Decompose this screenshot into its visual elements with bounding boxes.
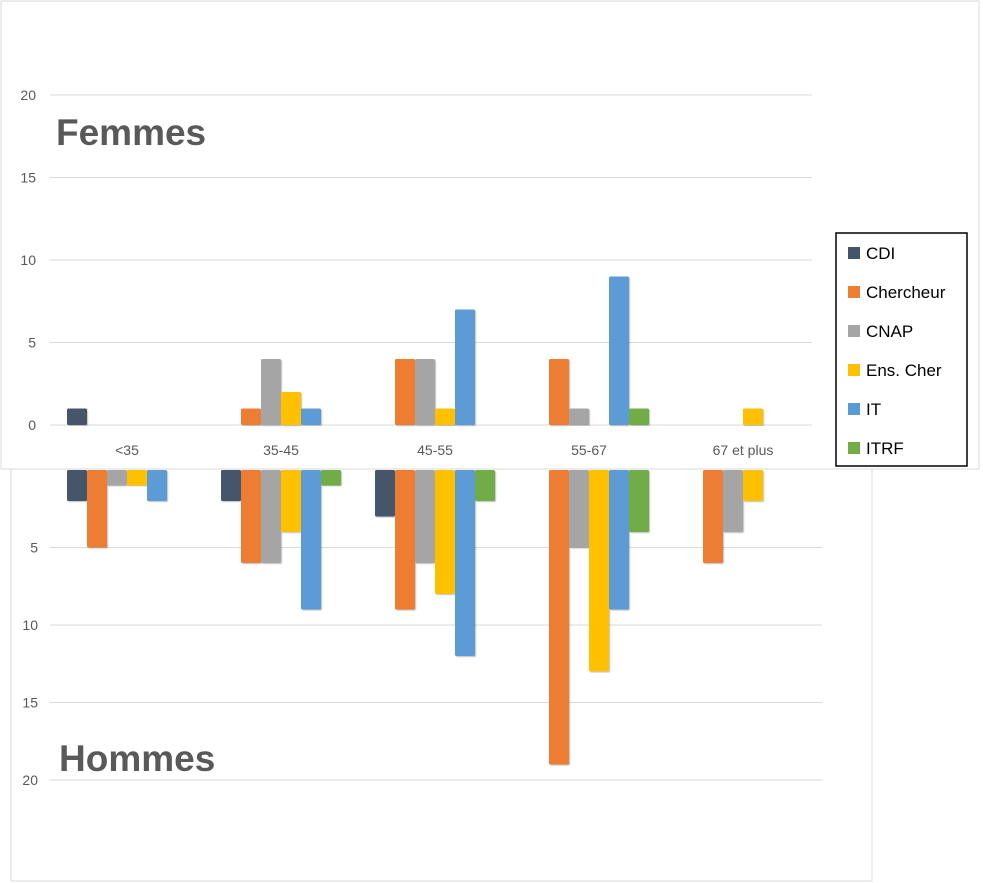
legend-label-cdi: CDI xyxy=(866,244,895,263)
femmes-chart-frame xyxy=(0,0,980,470)
femmes-bar-chercheur-55-67 xyxy=(549,359,569,425)
femmes-bar-ens-cher-35-45 xyxy=(281,392,301,425)
hommes-y-tick-label: 15 xyxy=(22,695,38,711)
hommes-bar-ens-cher-35-45 xyxy=(281,470,301,532)
femmes-bar-it-35-45 xyxy=(301,408,321,425)
hommes-bar-cdi-35 xyxy=(67,470,87,501)
femmes-bar-cnap-35-45 xyxy=(261,359,281,425)
hommes-bar-ens-cher-67-et-plus xyxy=(743,470,763,501)
category-label-35: <35 xyxy=(115,442,139,458)
category-label-45-55: 45-55 xyxy=(417,442,453,458)
hommes-bar-cnap-45-55 xyxy=(415,470,435,563)
hommes-bar-it-35-45 xyxy=(301,470,321,610)
hommes-bar-it-45-55 xyxy=(455,470,475,656)
femmes-bar-cnap-55-67 xyxy=(569,408,589,425)
femmes-bar-it-55-67 xyxy=(609,276,629,425)
femmes-bar-itrf-55-67 xyxy=(629,408,649,425)
femmes-y-axis: 0 5 10 15 20 xyxy=(20,87,36,433)
hommes-y-axis: 5 10 15 20 xyxy=(22,540,38,789)
hommes-bar-cnap-35 xyxy=(107,470,127,486)
hommes-bar-it-35 xyxy=(147,470,167,501)
femmes-y-tick-label: 5 xyxy=(28,335,36,351)
hommes-bar-cnap-55-67 xyxy=(569,470,589,548)
femmes-bar-it-45-55 xyxy=(455,309,475,425)
category-label-35-45: 35-45 xyxy=(263,442,299,458)
legend-swatch-itrf xyxy=(848,442,860,454)
category-label-67-et-plus: 67 et plus xyxy=(713,442,774,458)
hommes-bar-itrf-55-67 xyxy=(629,470,649,532)
hommes-bar-cnap-35-45 xyxy=(261,470,281,563)
femmes-bar-chercheur-35-45 xyxy=(241,408,261,425)
hommes-bars xyxy=(67,470,763,765)
hommes-bar-cdi-45-55 xyxy=(375,470,395,517)
hommes-bar-cnap-67-et-plus xyxy=(723,470,743,532)
hommes-bar-ens-cher-35 xyxy=(127,470,147,486)
legend: CDI Chercheur CNAP Ens. Cher IT ITRF xyxy=(835,232,968,467)
legend-swatch-it xyxy=(848,403,860,415)
category-label-55-67: 55-67 xyxy=(571,442,607,458)
hommes-bar-itrf-35-45 xyxy=(321,470,341,486)
hommes-bar-chercheur-35 xyxy=(87,470,107,548)
legend-label-cnap: CNAP xyxy=(866,322,913,341)
hommes-bar-chercheur-45-55 xyxy=(395,470,415,610)
femmes-gridlines xyxy=(50,94,812,426)
femmes-chart: 0 5 10 15 20 <35 35-45 45-55 55-67 67 et plus Fe… xyxy=(0,0,980,470)
legend-swatch-ens-cher xyxy=(848,364,860,376)
hommes-y-tick-label: 10 xyxy=(22,617,38,633)
hommes-bar-chercheur-35-45 xyxy=(241,470,261,563)
legend-label-ens-cher: Ens. Cher xyxy=(866,361,942,380)
legend-label-chercheur: Chercheur xyxy=(866,283,946,302)
femmes-bar-cnap-45-55 xyxy=(415,359,435,425)
femmes-y-tick-label: 15 xyxy=(20,170,36,186)
femmes-bar-ens-cher-67-et-plus xyxy=(743,408,763,425)
legend-items: CDI Chercheur CNAP Ens. Cher IT ITRF xyxy=(848,244,946,458)
femmes-bar-chercheur-45-55 xyxy=(395,359,415,425)
legend-label-it: IT xyxy=(866,400,881,419)
hommes-bar-chercheur-67-et-plus xyxy=(703,470,723,563)
legend-box xyxy=(835,232,968,467)
hommes-chart: 5 10 15 20 Hommes xyxy=(10,454,873,882)
hommes-bar-cdi-35-45 xyxy=(221,470,241,501)
hommes-y-tick-label: 5 xyxy=(30,540,38,556)
femmes-bar-cdi-35 xyxy=(67,408,87,425)
legend-swatch-cdi xyxy=(848,247,860,259)
femmes-bars xyxy=(67,276,763,425)
legend-swatch-cnap xyxy=(848,325,860,337)
hommes-y-tick-label: 20 xyxy=(22,772,38,788)
femmes-title: Femmes xyxy=(56,112,206,153)
hommes-bar-chercheur-55-67 xyxy=(549,470,569,765)
legend-label-itrf: ITRF xyxy=(866,439,904,458)
hommes-title: Hommes xyxy=(59,738,215,779)
hommes-bar-ens-cher-45-55 xyxy=(435,470,455,594)
femmes-x-axis: <35 35-45 45-55 55-67 67 et plus xyxy=(115,442,773,458)
femmes-bar-ens-cher-45-55 xyxy=(435,408,455,425)
hommes-bar-itrf-45-55 xyxy=(475,470,495,501)
legend-swatch-chercheur xyxy=(848,286,860,298)
femmes-y-tick-label: 0 xyxy=(28,417,36,433)
femmes-y-tick-label: 10 xyxy=(20,252,36,268)
femmes-y-tick-label: 20 xyxy=(20,87,36,103)
hommes-bar-it-55-67 xyxy=(609,470,629,610)
hommes-bar-ens-cher-55-67 xyxy=(589,470,609,672)
